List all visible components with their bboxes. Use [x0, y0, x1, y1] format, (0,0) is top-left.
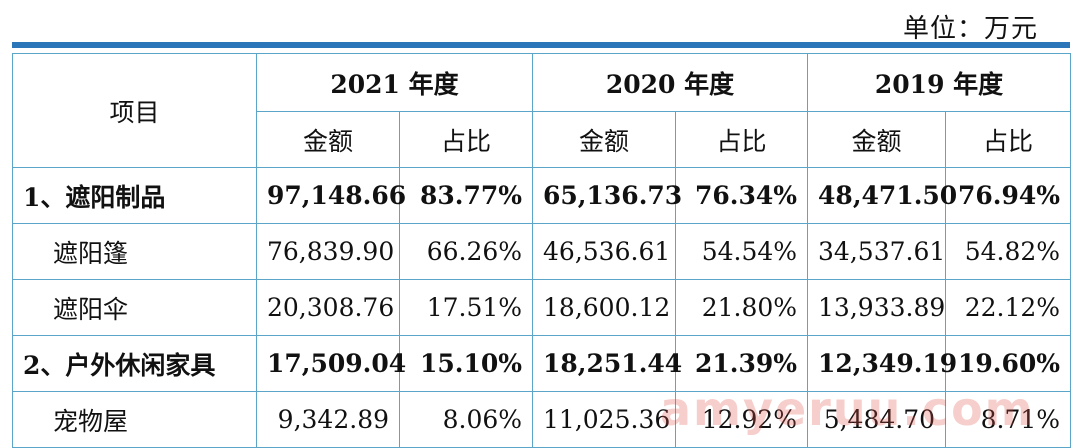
ratio-cell: 21.80%	[675, 279, 809, 336]
ratio-header: 占比	[675, 111, 809, 168]
year-header-2019: 2019 年度	[807, 53, 1072, 112]
ratio-cell: 54.82%	[945, 223, 1072, 280]
ratio-cell: 8.06%	[398, 391, 534, 448]
amount-cell: 97,148.66	[256, 167, 406, 224]
amount-header: 金额	[807, 111, 947, 168]
amount-header: 金额	[256, 111, 400, 168]
ratio-cell: 19.60%	[945, 335, 1072, 392]
row-label: 2、户外休闲家具	[12, 335, 257, 392]
header-rule	[12, 42, 1070, 48]
ratio-header: 占比	[945, 111, 1072, 168]
ratio-cell: 8.71%	[945, 391, 1072, 448]
item-header: 项目	[12, 53, 257, 168]
amount-cell: 5,484.70	[807, 391, 947, 448]
ratio-cell: 54.54%	[675, 223, 809, 280]
row-label: 宠物屋	[12, 391, 257, 448]
ratio-header: 占比	[398, 111, 534, 168]
unit-label: 单位：万元	[902, 14, 1038, 44]
year-header-2021: 2021 年度	[255, 53, 534, 112]
ratio-cell: 76.34%	[675, 167, 809, 224]
amount-cell: 18,600.12	[532, 279, 677, 336]
year-header-2020: 2020 年度	[532, 53, 809, 112]
ratio-cell: 76.94%	[945, 167, 1072, 224]
row-label: 遮阳伞	[12, 279, 257, 336]
ratio-cell: 83.77%	[398, 167, 534, 224]
ratio-cell: 17.51%	[398, 279, 534, 336]
amount-cell: 13,933.89	[807, 279, 947, 336]
table-row: 2、户外休闲家具 17,509.04 15.10% 18,251.44 21.3…	[12, 335, 1072, 392]
table-row: 宠物屋 9,342.89 8.06% 11,025.36 12.92% 5,48…	[12, 391, 1072, 448]
ratio-cell: 22.12%	[945, 279, 1072, 336]
amount-cell: 76,839.90	[256, 223, 400, 280]
amount-cell: 18,251.44	[532, 335, 682, 392]
amount-cell: 12,349.19	[807, 335, 957, 392]
table-row: 1、遮阳制品 97,148.66 83.77% 65,136.73 76.34%…	[12, 167, 1072, 224]
revenue-table: 项目 2021 年度 2020 年度 2019 年度 金额 占比 金额 占比 金…	[12, 53, 1072, 448]
amount-cell: 65,136.73	[532, 167, 682, 224]
amount-cell: 20,308.76	[256, 279, 400, 336]
amount-cell: 46,536.61	[532, 223, 677, 280]
amount-cell: 9,342.89	[256, 391, 400, 448]
amount-cell: 11,025.36	[532, 391, 677, 448]
table-row: 遮阳篷 76,839.90 66.26% 46,536.61 54.54% 34…	[12, 223, 1072, 280]
ratio-cell: 66.26%	[398, 223, 534, 280]
table-row: 遮阳伞 20,308.76 17.51% 18,600.12 21.80% 13…	[12, 279, 1072, 336]
amount-cell: 48,471.50	[807, 167, 957, 224]
amount-cell: 34,537.61	[807, 223, 947, 280]
row-label: 遮阳篷	[12, 223, 257, 280]
amount-cell: 17,509.04	[256, 335, 406, 392]
ratio-cell: 12.92%	[675, 391, 809, 448]
row-label: 1、遮阳制品	[12, 167, 257, 224]
ratio-cell: 21.39%	[675, 335, 809, 392]
amount-header: 金额	[532, 111, 677, 168]
ratio-cell: 15.10%	[398, 335, 534, 392]
